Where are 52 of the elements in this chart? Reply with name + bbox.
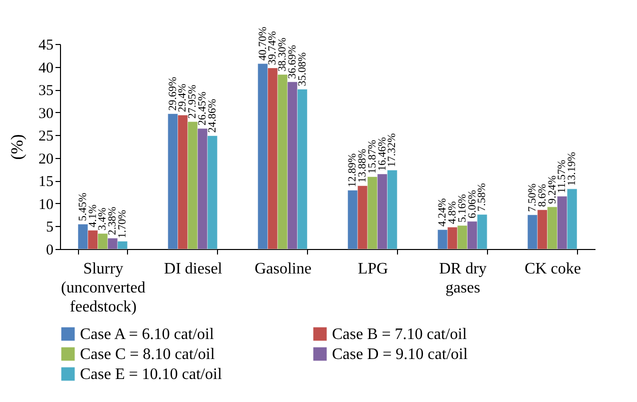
y-tick-label: 40 [38,60,54,76]
y-tick-label: 5 [46,220,54,236]
x-tick-label: Slurry (unconverted feedstock) [61,260,146,316]
data-label: 7.50% [526,183,539,212]
data-label: 15.87% [366,140,378,174]
legend-label: Case E = 10.10 cat/oil [80,366,222,383]
legend-label: Case A = 6.10 cat/oil [80,326,214,343]
data-label: 5.45% [76,192,89,222]
data-label: 35.08% [296,52,308,86]
data-label: 38.30% [276,38,289,72]
legend-label: Case C = 8.10 cat/oil [80,346,216,363]
data-label: 4.1% [86,204,99,228]
data-label: 27.95% [186,84,199,119]
x-tick-label: DI diesel [164,260,223,278]
x-tick-label: CK coke [524,260,582,278]
data-label: 2.38% [106,206,119,236]
data-label: 6.06% [466,190,478,218]
data-label: 12.89% [346,153,359,188]
data-label: 29.69% [166,76,179,111]
legend-label: Case D = 9.10 cat/oil [332,346,468,363]
x-tick-label: LPG [358,260,389,278]
y-tick-label: 15 [38,174,54,190]
data-label: 16.46% [376,137,388,172]
y-tick-label: 45 [38,38,54,54]
y-tick-label: 10 [38,196,54,213]
data-label: 1.70% [116,210,128,238]
y-tick-label: 25 [38,128,54,145]
data-label: 26.45% [196,92,209,126]
data-label: 13.19% [566,152,578,186]
data-label: 8.6% [536,184,548,207]
data-label: 24.86% [206,98,218,133]
data-label: 40.70% [256,26,269,61]
y-tick-label: 30 [38,106,54,122]
data-label: 11.57% [556,160,568,194]
y-axis-title: (%) [8,134,26,160]
data-label: 5.16% [456,194,468,222]
legend-label: Case B = 7.10 cat/oil [332,326,468,343]
y-tick-label: 20 [38,151,54,168]
data-label: 4.24% [436,198,449,227]
data-label: 13.88% [356,148,369,183]
y-tick-label: 35 [38,83,54,100]
x-tick-label: DR dry gases [439,260,487,296]
data-label: 4.8% [446,201,458,224]
data-label: 17.32% [386,133,398,168]
y-tick-label: 0 [46,242,54,258]
data-label: 7.58% [476,183,488,212]
data-label: 3.4% [96,208,109,231]
data-label: 29.4% [176,84,189,112]
data-label: 36.69% [286,44,298,79]
data-label: 39.74% [266,31,279,65]
x-tick-label: Gasoline [254,260,312,278]
data-label: 9.24% [546,175,558,204]
